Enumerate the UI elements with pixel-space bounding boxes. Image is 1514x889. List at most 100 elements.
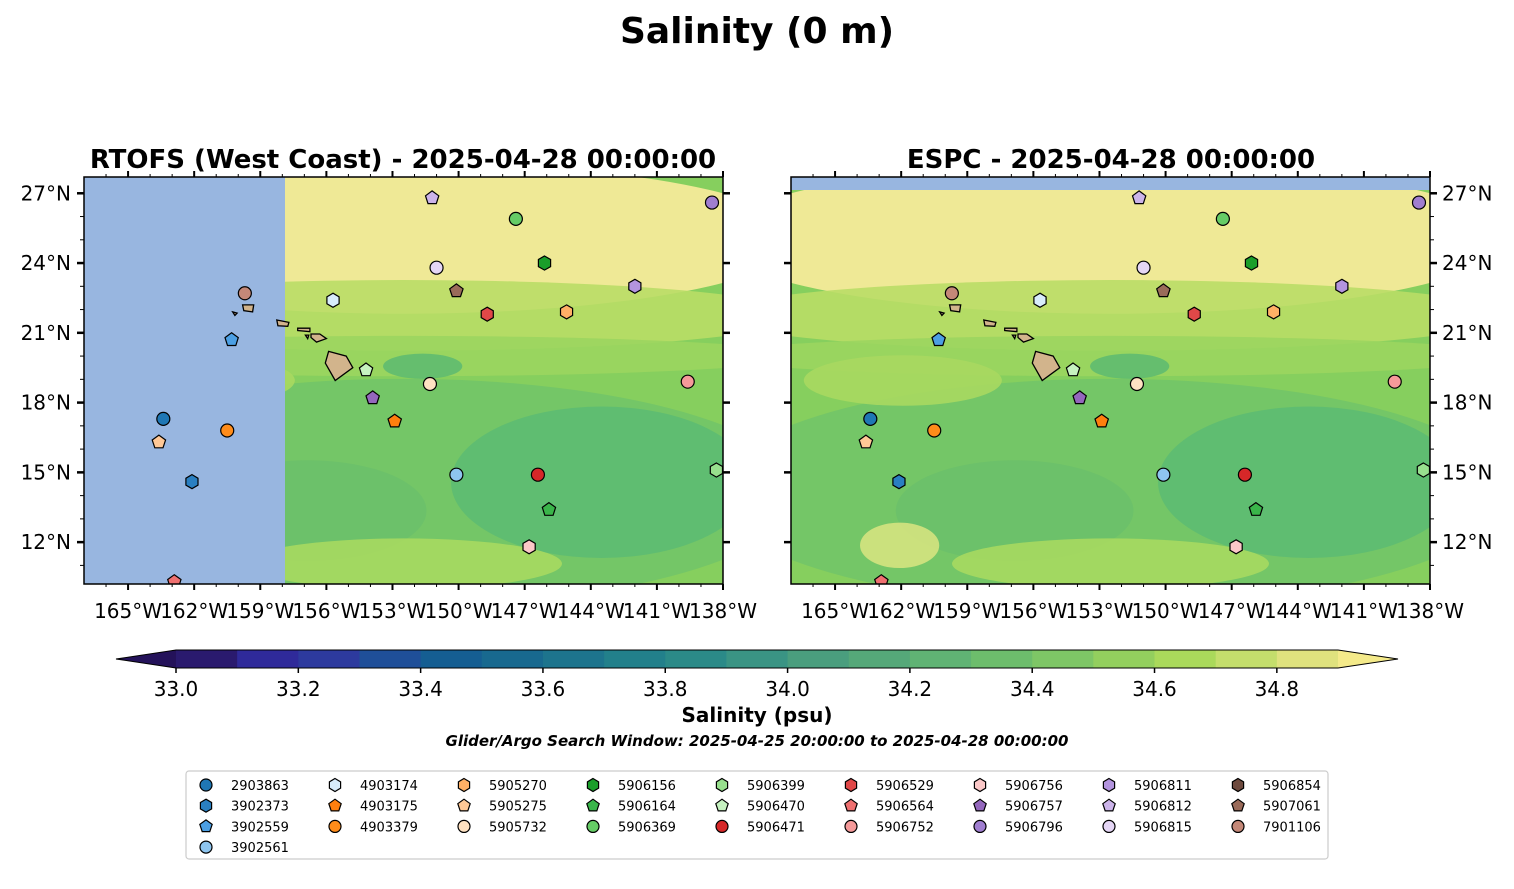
- float-marker-3902373: [892, 473, 906, 490]
- x-tick-label: 165°W: [94, 599, 162, 623]
- float-marker-2903863: [863, 411, 878, 426]
- legend-label: 5906471: [747, 820, 805, 835]
- legend-marker-4903175: [328, 798, 342, 812]
- float-marker-5906470: [1065, 362, 1081, 377]
- salinity-patch: [803, 355, 1002, 406]
- y-tick-label: 15°N: [21, 460, 71, 484]
- float-marker-5906564: [873, 573, 889, 584]
- colorbar-tick-label: 33.2: [276, 677, 321, 701]
- float-marker-4903379: [220, 423, 235, 438]
- espc-map-frame: [790, 176, 1431, 585]
- float-marker-5906369: [1215, 211, 1230, 226]
- colorbar-bin: [665, 650, 728, 668]
- legend-label: 3902561: [231, 841, 289, 856]
- x-tick-label: 141°W: [1330, 599, 1398, 623]
- salinity-patch: [451, 406, 723, 558]
- colorbar-bin: [359, 650, 422, 668]
- colorbar-bin: [176, 650, 238, 668]
- figure-title: Salinity (0 m): [620, 11, 894, 52]
- colorbar-label: Salinity (psu): [681, 703, 832, 727]
- espc-no-data-strip: [791, 177, 1430, 190]
- float-marker-5906156: [537, 255, 552, 271]
- colorbar-tick-label: 34.4: [1010, 677, 1055, 701]
- x-tick-label: 144°W: [1264, 599, 1332, 623]
- float-marker-5906529: [480, 306, 494, 322]
- float-marker-5906470: [358, 362, 374, 377]
- float-marker-5906752: [680, 374, 695, 389]
- legend-label: 5906854: [1263, 779, 1321, 794]
- rtofs-axis-ticks: 165°W162°W159°W156°W153°W150°W147°W144°W…: [21, 171, 757, 623]
- float-marker-7901106: [944, 286, 959, 301]
- legend-marker-5906756: [973, 777, 987, 793]
- salinity-patch: [1158, 406, 1430, 558]
- float-marker-5906811: [1335, 278, 1349, 294]
- x-tick-label: 150°W: [1132, 599, 1200, 623]
- legend-marker-5906564: [844, 798, 858, 812]
- float-marker-5906156: [1244, 255, 1259, 271]
- float-legend: 2903863 3902373 3902559 3902561 4903174 49031…: [185, 770, 1329, 860]
- float-marker-4903175: [387, 413, 403, 428]
- x-tick-label: 165°W: [801, 599, 869, 623]
- rtofs-panel-title: RTOFS (West Coast) - 2025-04-28 00:00:00: [90, 145, 716, 175]
- espc-hawaii-islands: [938, 304, 1061, 382]
- colorbar-tick-label: 33.8: [643, 677, 688, 701]
- x-tick-label: 147°W: [1198, 599, 1266, 623]
- legend-label: 5906756: [1005, 779, 1063, 794]
- float-marker-5906471: [530, 467, 546, 482]
- float-marker-5906757: [365, 390, 381, 405]
- y-tick-label: 12°N: [1442, 530, 1492, 554]
- float-marker-2903863: [156, 411, 171, 426]
- x-tick-label: 156°W: [292, 599, 360, 623]
- legend-label: 5906470: [747, 800, 805, 815]
- espc-axis-ticks: 165°W162°W159°W156°W153°W150°W147°W144°W…: [784, 171, 1492, 623]
- x-tick-label: 147°W: [491, 599, 559, 623]
- legend-marker-5906470: [715, 798, 729, 812]
- legend-label: 5906564: [876, 800, 934, 815]
- legend-label: 5906757: [1005, 800, 1063, 815]
- colorbar-bin: [726, 650, 789, 668]
- float-marker-5907061: [448, 283, 464, 298]
- colorbar-bin: [1093, 650, 1156, 668]
- legend-label: 5905270: [489, 779, 547, 794]
- legend-frame: [185, 770, 1329, 860]
- legend-label: 7901106: [1263, 820, 1321, 835]
- legend-label: 2903863: [231, 779, 289, 794]
- legend-label: 5906164: [618, 800, 676, 815]
- salinity-patch: [860, 522, 940, 569]
- float-marker-5906815: [1136, 260, 1151, 275]
- colorbar-bin: [420, 650, 483, 668]
- legend-marker-3902373: [199, 798, 213, 813]
- colorbar-tick-label: 33.4: [398, 677, 443, 701]
- legend-marker-5906529: [844, 777, 858, 793]
- float-marker-5906164: [541, 501, 557, 516]
- legend-marker-5906812: [1102, 798, 1116, 812]
- float-marker-5906756: [1229, 539, 1243, 555]
- float-marker-5906752: [1387, 374, 1402, 389]
- espc-float-markers: [858, 190, 1430, 584]
- y-tick-label: 24°N: [1442, 251, 1492, 275]
- legend-marker-5906757: [973, 798, 987, 812]
- y-tick-label: 27°N: [1442, 181, 1492, 205]
- legend-marker-5905270: [457, 777, 471, 793]
- y-tick-label: 15°N: [1442, 460, 1492, 484]
- x-tick-label: 138°W: [1396, 599, 1464, 623]
- legend-marker-3902561: [199, 840, 213, 854]
- float-marker-5906399: [709, 462, 723, 478]
- legend-marker-5906752: [844, 819, 858, 834]
- legend-label: 4903379: [360, 820, 418, 835]
- x-tick-label: 159°W: [226, 599, 294, 623]
- island-shape: [324, 350, 354, 382]
- colorbar-bin: [1276, 650, 1339, 668]
- colorbar-extend-high: [1338, 650, 1398, 668]
- legend-marker-4903174: [328, 777, 342, 793]
- float-marker-3902561: [1156, 467, 1171, 482]
- salinity-colorbar: 33.0 33.2 33.4 33.6 33.8 34.0 34.2 34.4 34.6 34.8…: [115, 649, 1399, 727]
- colorbar-bin: [971, 650, 1033, 668]
- y-tick-label: 12°N: [21, 530, 71, 554]
- colorbar-tick-label: 33.0: [154, 677, 199, 701]
- x-tick-label: 141°W: [623, 599, 691, 623]
- y-tick-label: 18°N: [1442, 391, 1492, 415]
- island-shape: [982, 319, 997, 327]
- float-marker-5905270: [559, 304, 574, 320]
